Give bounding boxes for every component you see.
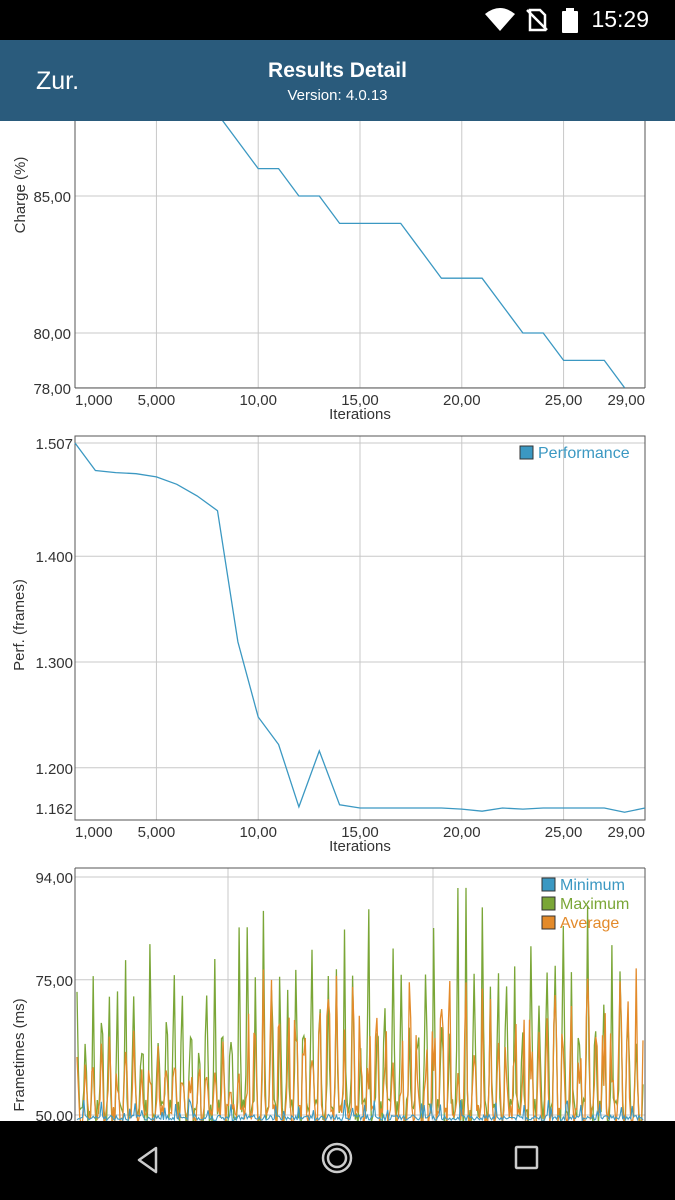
y-axis-title: Perf. (frames) [11,579,28,671]
performance-line [74,442,646,813]
y-tick-label: 1.200 [35,761,73,778]
status-bar: 15:29 [0,0,675,40]
back-button[interactable]: Zur. [36,67,80,95]
y-axis-title: Frametimes (ms) [11,998,28,1111]
page-title: Results Detail [268,59,407,82]
x-tick-label: 5,000 [138,392,176,409]
y-tick-label: 1.507 [35,436,73,453]
version-label: Version: 4.0.13 [287,87,388,104]
y-tick-label: 1.400 [35,549,73,566]
results-content[interactable]: 85,00 80,00 78,00 1,000 5,000 10,00 15,00 20,00… [0,121,675,1121]
x-axis-title: Iterations [329,406,391,423]
legend-swatch-performance [519,445,534,460]
x-tick-label: 5,000 [138,824,176,841]
average-line [76,968,644,1121]
x-axis-title: Iterations [329,838,391,855]
y-tick-label: 75,00 [35,973,73,990]
x-tick-label: 15,00 [341,824,379,841]
maximum-line [76,887,644,1121]
home-circle-icon[interactable] [320,1141,354,1175]
y-tick-label: 78,00 [33,381,71,398]
legend-label-minimum: Minimum [560,877,625,894]
x-tick-label: 25,00 [545,392,583,409]
wifi-icon [485,8,515,31]
y-axis-title: Charge (%) [12,157,29,234]
x-tick-label: 29,00 [607,824,645,841]
legend-swatch [541,877,556,892]
minimum-line [76,1097,644,1121]
x-tick-label: 10,00 [239,824,277,841]
y-tick-label: 94,00 [35,870,73,887]
app-bar: Zur. Results Detail Version: 4.0.13 [0,40,675,121]
recents-square-icon[interactable] [514,1145,540,1171]
y-tick-label: 80,00 [33,326,71,343]
legend-label-performance: Performance [538,445,630,462]
x-tick-label: 20,00 [443,392,481,409]
legend-label-maximum: Maximum [560,896,629,913]
x-tick-label: 10,00 [239,392,277,409]
x-tick-label: 25,00 [545,824,583,841]
x-tick-label: 15,00 [341,392,379,409]
y-tick-label: 85,00 [33,189,71,206]
y-tick-label: 1.162 [35,801,73,818]
battery-icon [562,8,578,33]
x-tick-label: 20,00 [443,824,481,841]
no-sim-icon [526,8,548,32]
x-tick-label: 1,000 [75,824,113,841]
x-tick-label: 1,000 [75,392,113,409]
legend-label-average: Average [560,915,619,932]
clock: 15:29 [591,6,649,32]
legend-swatch [541,896,556,911]
legend-swatch [541,915,556,930]
y-tick-label: 50,00 [35,1108,73,1121]
y-tick-label: 1.300 [35,655,73,672]
chart-border [74,435,646,821]
charge-line [222,121,626,388]
navigation-bar [0,1121,675,1200]
back-triangle-icon[interactable] [134,1145,164,1175]
x-tick-label: 29,00 [607,392,645,409]
